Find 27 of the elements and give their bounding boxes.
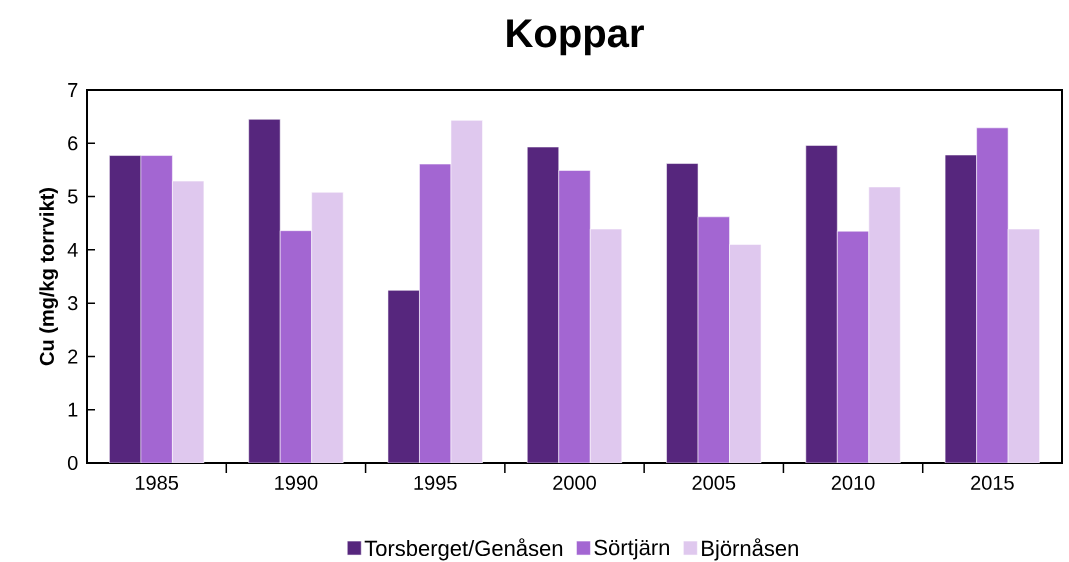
y-tick-label: 0	[67, 455, 78, 471]
y-tick-label: 7	[68, 83, 78, 97]
x-tick-label: 1990	[275, 475, 318, 490]
y-tick-label: 1	[68, 402, 78, 417]
y-tick-label: 5	[67, 189, 78, 204]
y-tick-label: 6	[68, 136, 78, 151]
bar	[666, 163, 699, 463]
y-tick-label: 4	[67, 242, 78, 257]
y-tick-label: 3	[67, 296, 78, 311]
legend-label: Björnåsen	[702, 538, 798, 561]
bar	[526, 146, 560, 463]
x-tick-label: 1995	[414, 475, 457, 490]
x-tick-label: 2015	[971, 475, 1014, 490]
bar	[944, 154, 977, 463]
bar	[109, 155, 142, 463]
x-tick-label: 2005	[692, 475, 736, 490]
y-tick-label: 2	[68, 349, 78, 364]
x-tick-label: 2010	[831, 475, 875, 490]
x-tick-label: 1985	[135, 475, 179, 490]
bar	[805, 145, 838, 463]
legend-label: Sörtjärn	[594, 539, 669, 560]
legend-label: Torsberget/Genåsen	[364, 538, 563, 561]
x-tick-label: 2000	[553, 475, 596, 490]
chart-title: Koppar	[507, 19, 644, 56]
bar	[248, 119, 281, 463]
bar	[387, 290, 420, 463]
y-axis-title: Cu (mg/kg torrvikt)	[39, 188, 59, 366]
